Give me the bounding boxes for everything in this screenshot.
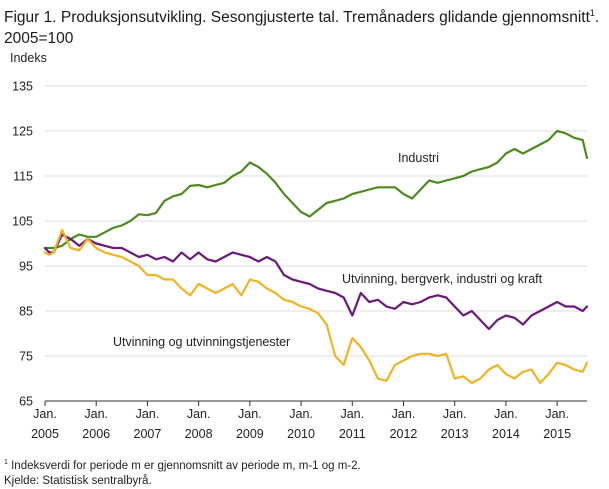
grid-lines	[44, 85, 587, 406]
series-lines	[43, 129, 589, 385]
title-base-year: . 2005=100	[4, 9, 600, 48]
source-line: Kjelde: Statistisk sentralbyrå.	[4, 474, 152, 487]
x-tick-year: 2007	[134, 427, 162, 441]
y-tick-115: 115	[13, 170, 33, 184]
x-tick-year: 2013	[441, 427, 469, 441]
x-tick-year: 2009	[236, 427, 264, 441]
x-tick-month: Jan.	[545, 407, 569, 421]
series-labels: Industri Utvinning, bergverk, industri og…	[113, 151, 543, 349]
chart-title: Figur 1. Produksjonsutvikling. Sesongjus…	[4, 3, 604, 49]
y-tick-75: 75	[19, 350, 33, 364]
x-tick-month: Jan.	[33, 407, 57, 421]
footnote: 1 Indeksverdi for periode m er gjennomsn…	[4, 455, 361, 489]
x-tick-month: Jan.	[289, 407, 313, 421]
x-tick-month: Jan.	[443, 407, 467, 421]
x-tick-year: 2012	[390, 427, 418, 441]
series-line-2	[43, 233, 589, 331]
x-tick-year: 2015	[543, 427, 571, 441]
y-tick-105: 105	[12, 215, 33, 229]
y-tick-labels: 65 75 85 95 105 115 125 135	[12, 80, 33, 409]
title-footnote-marker: 1	[589, 8, 595, 18]
y-tick-85: 85	[19, 305, 33, 319]
x-tick-year: 2011	[339, 427, 366, 441]
x-tick-labels: Jan. 2005 Jan. 2006 Jan. 2007 Jan. 2008 Jan. 2009…	[31, 407, 571, 441]
footnote-text: Indeksverdi for periode m er gjennomsnit…	[7, 459, 361, 472]
x-tick-month: Jan.	[136, 407, 160, 421]
x-tick-year: 2008	[185, 427, 213, 441]
title-text: Figur 1. Produksjonsutvikling. Sesongjus…	[4, 9, 590, 27]
x-tick-year: 2014	[492, 427, 520, 441]
y-tick-125: 125	[12, 125, 33, 139]
y-tick-135: 135	[12, 80, 33, 94]
y-tick-65: 65	[19, 395, 33, 409]
x-tick-year: 2005	[31, 427, 59, 441]
footnote-line: 1 Indeksverdi for periode m er gjennomsn…	[4, 455, 361, 474]
y-axis-label: Indeks	[10, 51, 47, 65]
footnote-marker: 1	[4, 459, 8, 466]
series-label-3: Utvinning og utvinningstjenester	[113, 335, 290, 349]
x-tick-year: 2010	[287, 427, 315, 441]
x-tick-month: Jan.	[84, 407, 108, 421]
x-tick-year: 2006	[82, 427, 110, 441]
x-tick-month: Jan.	[187, 407, 211, 421]
x-tick-month: Jan.	[392, 407, 416, 421]
x-tick-month: Jan.	[238, 407, 262, 421]
series-label-2: Utvinning, bergverk, industri og kraft	[342, 272, 543, 286]
series-line-3	[43, 228, 589, 385]
x-tick-month: Jan.	[340, 407, 364, 421]
y-tick-95: 95	[19, 260, 33, 274]
series-line-1	[43, 129, 589, 250]
series-label-1: Industri	[398, 151, 439, 165]
x-tick-month: Jan.	[494, 407, 518, 421]
